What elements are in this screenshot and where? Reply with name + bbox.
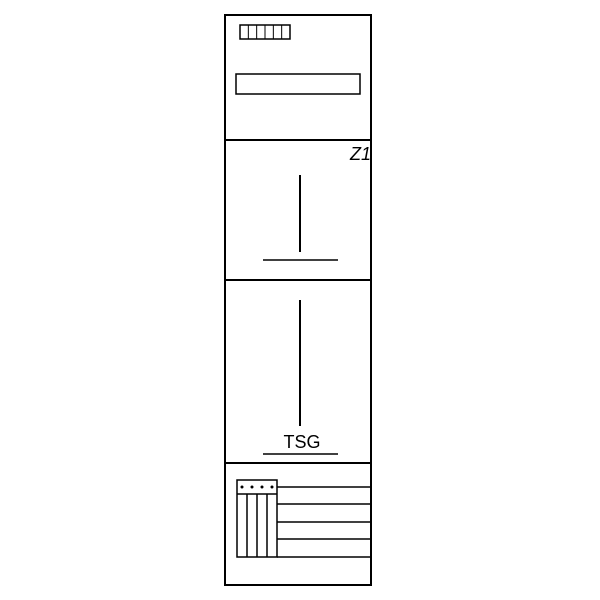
label-tsg: TSG bbox=[283, 432, 320, 452]
label-z1: Z1 bbox=[349, 144, 371, 164]
schematic-diagram: Z1 TSG bbox=[0, 0, 600, 600]
